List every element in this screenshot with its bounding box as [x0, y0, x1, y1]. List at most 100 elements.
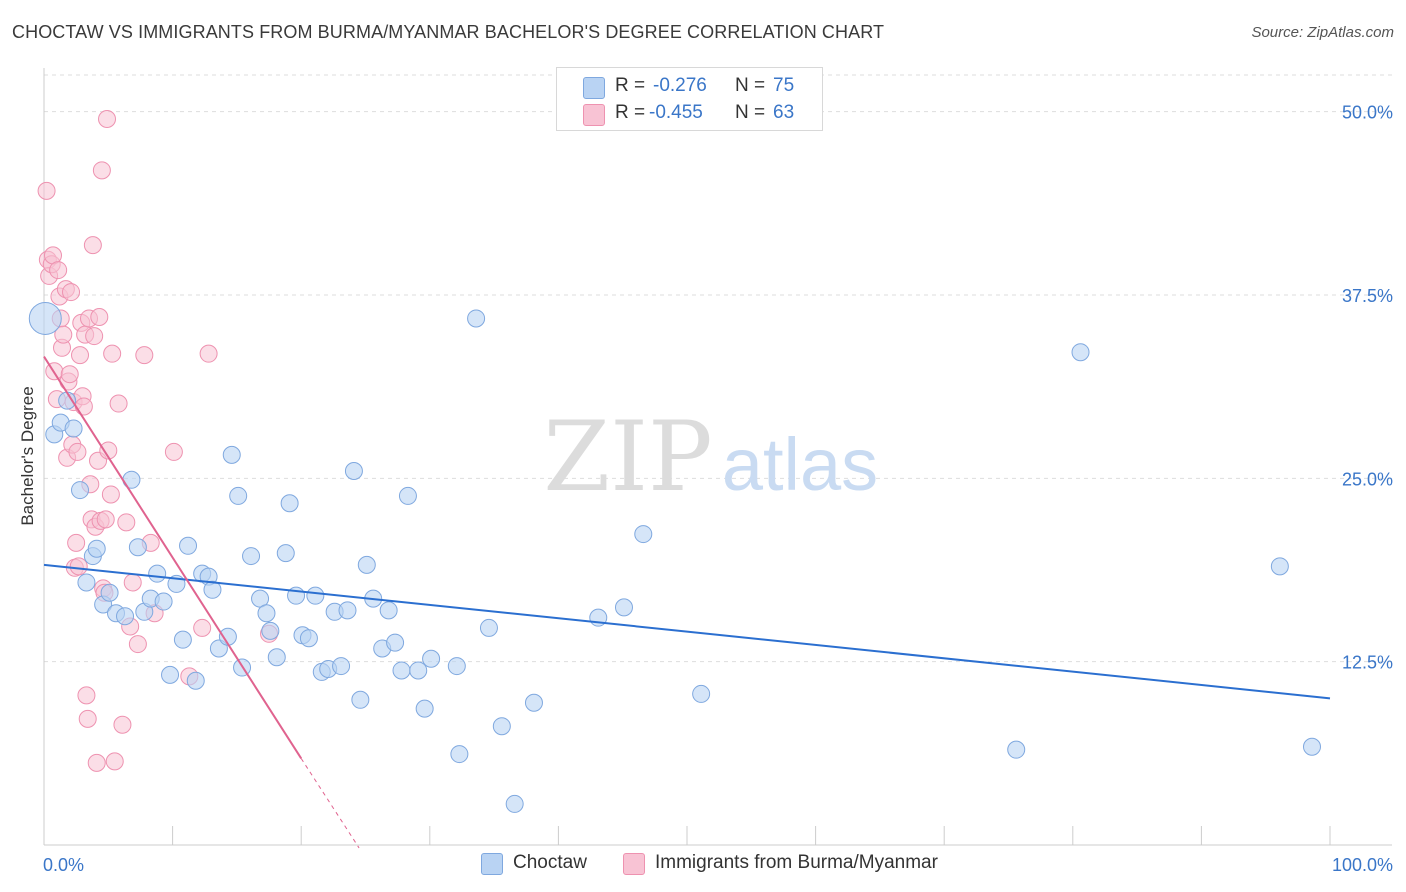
- y-tick-label: 25.0%: [1342, 469, 1393, 489]
- data-point-burma: [99, 441, 118, 460]
- data-point-choctaw: [242, 547, 261, 566]
- data-point-burma: [67, 533, 86, 552]
- data-point-burma: [92, 161, 111, 180]
- data-point-burma: [68, 442, 87, 461]
- legend-label-choctaw: Choctaw: [513, 852, 587, 873]
- data-point-choctaw: [280, 494, 299, 513]
- watermark: ZIP atlas: [543, 401, 878, 513]
- data-point-choctaw: [128, 538, 147, 557]
- data-point-choctaw: [467, 309, 486, 328]
- data-point-choctaw: [479, 618, 498, 637]
- data-point-choctaw: [422, 649, 441, 668]
- data-point-burma: [128, 635, 147, 654]
- data-point-choctaw: [392, 661, 411, 680]
- legend-r-label: R =: [615, 102, 646, 123]
- legend-n-label: N =: [735, 75, 766, 96]
- data-point-choctaw: [257, 604, 276, 623]
- data-point-burma: [109, 394, 128, 413]
- data-point-burma: [87, 753, 106, 772]
- data-point-choctaw: [77, 573, 96, 592]
- data-point-choctaw: [100, 583, 119, 602]
- data-point-choctaw: [505, 794, 524, 813]
- chart-title: CHOCTAW VS IMMIGRANTS FROM BURMA/MYANMAR…: [12, 22, 885, 42]
- data-point-choctaw: [332, 657, 351, 676]
- legend-n-label: N =: [735, 102, 766, 123]
- y-tick-label: 12.5%: [1342, 653, 1393, 673]
- data-point-burma: [83, 236, 102, 255]
- data-point-choctaw: [447, 657, 466, 676]
- data-point-burma: [117, 513, 136, 532]
- data-point-choctaw: [173, 630, 192, 649]
- data-point-burma: [105, 752, 124, 771]
- data-point-burma: [62, 283, 81, 302]
- data-point-choctaw: [492, 717, 511, 736]
- data-point-choctaw: [261, 621, 280, 640]
- trend-line-burma: [43, 356, 303, 760]
- data-point-burma: [135, 346, 154, 365]
- data-point-choctaw: [161, 665, 180, 684]
- data-point-choctaw: [229, 486, 248, 505]
- legend-n-value: 75: [773, 75, 795, 96]
- x-tick-label: 100.0%: [1332, 855, 1393, 875]
- data-point-choctaw: [386, 633, 405, 652]
- data-point-choctaw: [87, 539, 106, 558]
- series-choctaw: [28, 301, 1321, 813]
- data-point-choctaw: [276, 544, 295, 563]
- data-point-burma: [199, 344, 218, 363]
- data-point-choctaw: [154, 592, 173, 611]
- data-point-burma: [193, 618, 212, 637]
- legend-swatch-blue: [583, 77, 605, 99]
- data-point-choctaw: [415, 699, 434, 718]
- correlation-legend: R = -0.276 N = 75 R = -0.455 N = 63: [556, 67, 823, 131]
- data-point-burma: [49, 261, 68, 280]
- data-point-burma: [98, 110, 117, 128]
- data-point-choctaw: [450, 745, 469, 764]
- x-tick-label: 0.0%: [43, 855, 84, 875]
- data-point-choctaw: [222, 445, 241, 464]
- data-point-burma: [101, 485, 120, 504]
- y-tick-label: 37.5%: [1342, 286, 1393, 306]
- data-point-choctaw: [299, 629, 318, 648]
- legend-r-label: R =: [615, 75, 646, 96]
- legend-swatch-pink: [623, 853, 645, 875]
- legend-n-value: 63: [773, 102, 795, 123]
- data-point-choctaw: [379, 601, 398, 620]
- y-axis-label: Bachelor's Degree: [18, 386, 37, 525]
- data-point-burma: [85, 327, 104, 346]
- axes: [43, 68, 1392, 846]
- legend-r-value: -0.276: [653, 75, 707, 96]
- data-point-choctaw: [338, 601, 357, 620]
- data-point-burma: [69, 557, 88, 576]
- data-point-choctaw: [1071, 343, 1090, 362]
- tick-labels: 12.5% 25.0% 37.5% 50.0% 0.0% 100.0%: [43, 103, 1393, 875]
- data-point-burma: [74, 397, 93, 416]
- data-point-burma: [60, 365, 79, 384]
- data-point-choctaw: [148, 564, 167, 583]
- source-label: Source: ZipAtlas.com: [1251, 24, 1394, 41]
- legend-swatch-blue: [481, 853, 503, 875]
- y-tick-label: 50.0%: [1342, 103, 1393, 123]
- data-point-burma: [164, 442, 183, 461]
- data-point-burma: [103, 344, 122, 363]
- trend-lines: [43, 356, 1331, 849]
- data-point-burma: [123, 573, 142, 592]
- legend-r-value: -0.455: [649, 102, 703, 123]
- data-point-choctaw: [1270, 557, 1289, 576]
- gridlines: [44, 74, 1392, 663]
- data-point-choctaw: [614, 598, 633, 617]
- data-point-choctaw: [524, 693, 543, 712]
- legend-swatch-pink: [583, 104, 605, 126]
- data-point-choctaw: [351, 690, 370, 709]
- data-point-choctaw: [344, 462, 363, 480]
- data-point-burma: [77, 686, 96, 705]
- data-point-choctaw: [203, 580, 222, 599]
- data-point-burma: [37, 181, 56, 200]
- trend-line-burma-extension: [300, 758, 360, 849]
- watermark-atlas: atlas: [722, 423, 878, 506]
- data-point-choctaw: [1007, 740, 1026, 759]
- data-point-burma: [78, 709, 97, 728]
- data-point-choctaw: [179, 536, 198, 555]
- data-point-choctaw: [1302, 737, 1321, 756]
- legend-label-burma: Immigrants from Burma/Myanmar: [655, 852, 938, 873]
